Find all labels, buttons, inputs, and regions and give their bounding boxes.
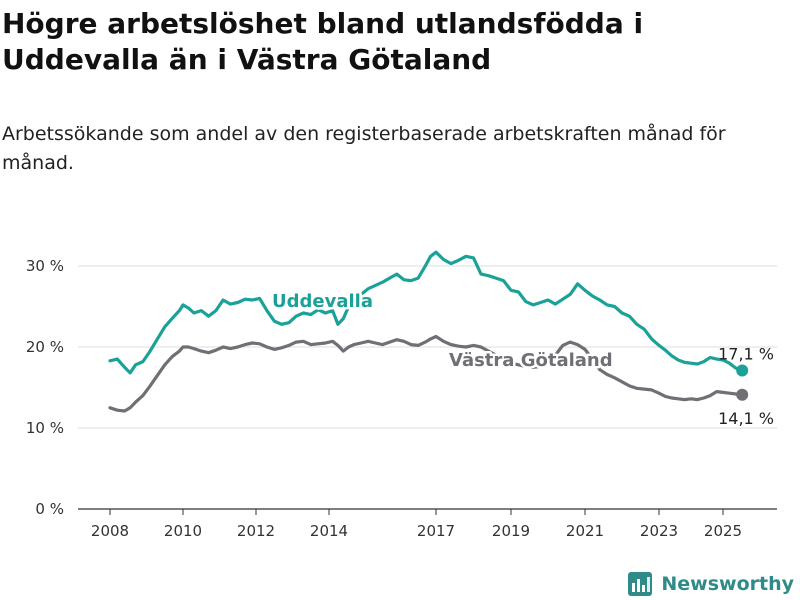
y-tick-label: 10 % <box>26 419 64 437</box>
chart-subtitle: Arbetssökande som andel av den registerb… <box>2 123 726 174</box>
y-tick-label: 30 % <box>26 257 64 275</box>
x-tick-label: 2023 <box>640 522 678 540</box>
chart-title: Högre arbetslöshet bland utlandsfödda i … <box>2 7 644 76</box>
series-line-vastra-gotaland <box>108 334 744 413</box>
brand-logo: Newsworthy <box>627 569 794 599</box>
series-name-label: Västra Götaland <box>449 350 613 371</box>
y-axis: 0 % 10 % 20 % 30 % <box>26 257 64 518</box>
series-line-uddevalla <box>108 250 744 375</box>
end-value-label: 14,1 % <box>718 409 774 428</box>
x-tick-label: 2025 <box>704 522 742 540</box>
x-tick-label: 2017 <box>417 522 455 540</box>
series-end-marker <box>736 388 749 401</box>
x-tick-label: 2014 <box>310 522 348 540</box>
y-tick-label: 20 % <box>26 338 64 356</box>
x-tick-label: 2019 <box>492 522 530 540</box>
end-value-label: 17,1 % <box>718 344 774 363</box>
series-labels: 17,1 % 14,1 % Uddevalla Västra Götaland <box>270 289 775 428</box>
brand-name: Newsworthy <box>661 573 794 595</box>
series-lines <box>108 250 749 413</box>
x-tick-label: 2021 <box>566 522 604 540</box>
x-tick-label: 2008 <box>91 522 129 540</box>
x-tick-label: 2012 <box>237 522 275 540</box>
x-axis: 2008 2010 2012 2014 2017 2019 2021 2023 2025 <box>78 508 777 540</box>
y-tick-label: 0 % <box>35 500 64 518</box>
series-name-label: Uddevalla <box>272 291 373 312</box>
x-tick-label: 2010 <box>164 522 202 540</box>
series-end-marker <box>736 364 749 377</box>
bar-chart-logo-icon <box>628 572 653 596</box>
